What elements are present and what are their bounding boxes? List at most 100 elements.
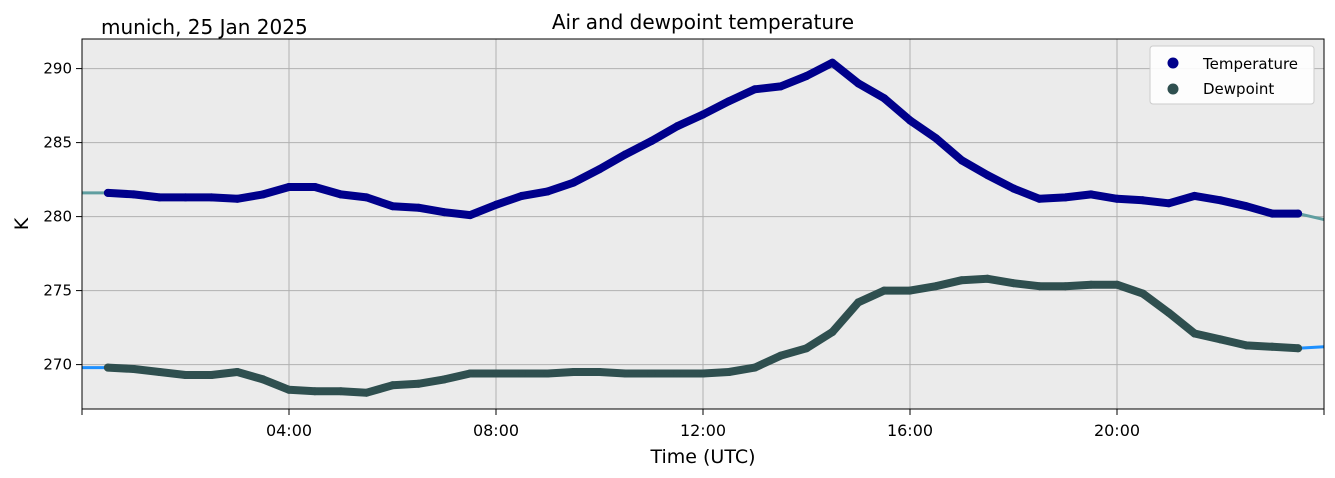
dewpoint-point: [1035, 282, 1044, 291]
temperature-point: [1087, 190, 1096, 199]
dewpoint-point: [699, 369, 707, 378]
dewpoint-point: [1190, 329, 1199, 338]
y-axis-label: K: [11, 217, 33, 230]
dewpoint-point: [103, 363, 112, 372]
dewpoint-point: [1138, 289, 1147, 298]
temperature-point: [1138, 196, 1147, 205]
temperature-point: [310, 183, 319, 191]
temperature-point: [285, 183, 293, 191]
dewpoint-point: [1294, 344, 1303, 353]
dewpoint-point: [931, 282, 940, 291]
temperature-point: [129, 190, 138, 199]
temperature-point: [750, 85, 759, 94]
dewpoint-point: [1216, 335, 1225, 344]
dewpoint-point: [1164, 308, 1173, 317]
temperature-point: [388, 202, 397, 211]
temperature-point: [1268, 209, 1277, 218]
y-tick-label: 290: [43, 60, 72, 78]
dewpoint-point: [1242, 341, 1251, 350]
dewpoint-point: [285, 385, 293, 394]
x-tick-label: 08:00: [473, 421, 519, 440]
dewpoint-point: [259, 375, 268, 384]
temperature-point: [1242, 202, 1251, 211]
temperature-point: [207, 193, 216, 202]
temperature-point: [931, 134, 940, 143]
dewpoint-point: [828, 328, 837, 336]
temperature-point: [1035, 194, 1044, 203]
temperature-point: [828, 58, 837, 67]
temperature-point: [983, 171, 992, 180]
dewpoint-point: [388, 381, 397, 390]
dewpoint-point: [233, 368, 242, 376]
temperature-point: [362, 193, 371, 202]
temperature-point: [1113, 194, 1121, 203]
temperature-point: [569, 178, 578, 187]
temperature-point: [492, 200, 500, 209]
dewpoint-point: [129, 365, 138, 373]
temperature-point: [776, 82, 785, 91]
dewpoint-point: [207, 371, 216, 379]
dewpoint-point: [517, 369, 526, 378]
temperature-point: [1009, 184, 1018, 193]
dewpoint-point: [621, 369, 630, 378]
dewpoint-point: [466, 369, 475, 378]
dewpoint-point: [1009, 279, 1018, 288]
x-tick-label: 20:00: [1094, 421, 1140, 440]
dewpoint-point: [181, 371, 190, 379]
dewpoint-point: [569, 368, 578, 376]
x-tick-label: 16:00: [887, 421, 933, 440]
temperature-point: [880, 94, 889, 103]
series-layer: [82, 58, 1325, 397]
dewpoint-point: [362, 388, 371, 397]
temperature-point: [1216, 196, 1225, 205]
temperature-point: [181, 193, 190, 202]
location-date-label: munich, 25 Jan 2025: [101, 15, 308, 39]
dewpoint-point: [414, 379, 423, 388]
dewpoint-point: [647, 369, 656, 378]
x-axis-label: Time (UTC): [649, 446, 755, 468]
legend-label-temperature: Temperature: [1202, 55, 1298, 73]
x-tick-label: 04:00: [266, 421, 312, 440]
temperature-point: [414, 203, 423, 212]
dewpoint-point: [1113, 280, 1121, 289]
temperature-point: [854, 79, 863, 88]
y-tick-label: 280: [43, 208, 72, 226]
x-tick-label: 12:00: [680, 421, 726, 440]
dewpoint-point: [802, 344, 811, 353]
temperature-point: [1061, 193, 1070, 202]
dewpoint-point: [906, 286, 914, 295]
temperature-point: [673, 122, 682, 131]
dewpoint-point: [854, 298, 863, 307]
y-tick-label: 275: [43, 282, 72, 300]
dewpoint-point: [957, 276, 966, 285]
legend: Temperature Dewpoint: [1149, 45, 1315, 105]
temperature-point: [1190, 191, 1199, 200]
dewpoint-point: [1087, 280, 1096, 289]
dewpoint-point: [492, 369, 500, 378]
dewpoint-point: [336, 387, 345, 396]
legend-marker-temperature: [1167, 57, 1179, 69]
temperature-point: [543, 187, 552, 196]
legend-label-dewpoint: Dewpoint: [1203, 80, 1274, 98]
dewpoint-point: [983, 274, 992, 283]
temperature-point: [517, 191, 526, 200]
y-axis: 270 275 280 285 290: [43, 60, 82, 374]
chart-title: Air and dewpoint temperature: [552, 10, 854, 34]
temperature-point: [233, 194, 242, 203]
dewpoint-point: [776, 351, 785, 360]
temperature-point: [440, 208, 449, 217]
temperature-point: [699, 110, 707, 119]
temperature-point: [336, 190, 345, 199]
dewpoint-point: [440, 375, 449, 384]
temperature-point: [595, 165, 604, 174]
dewpoint-point: [595, 368, 604, 376]
dewpoint-point: [673, 369, 682, 378]
temperature-point: [155, 193, 164, 202]
grid-lines: [82, 39, 1324, 409]
dewpoint-point: [724, 368, 733, 376]
dewpoint-point: [155, 368, 164, 376]
legend-box: [1149, 45, 1315, 105]
y-tick-label: 270: [43, 356, 72, 374]
temperature-point: [259, 190, 268, 199]
